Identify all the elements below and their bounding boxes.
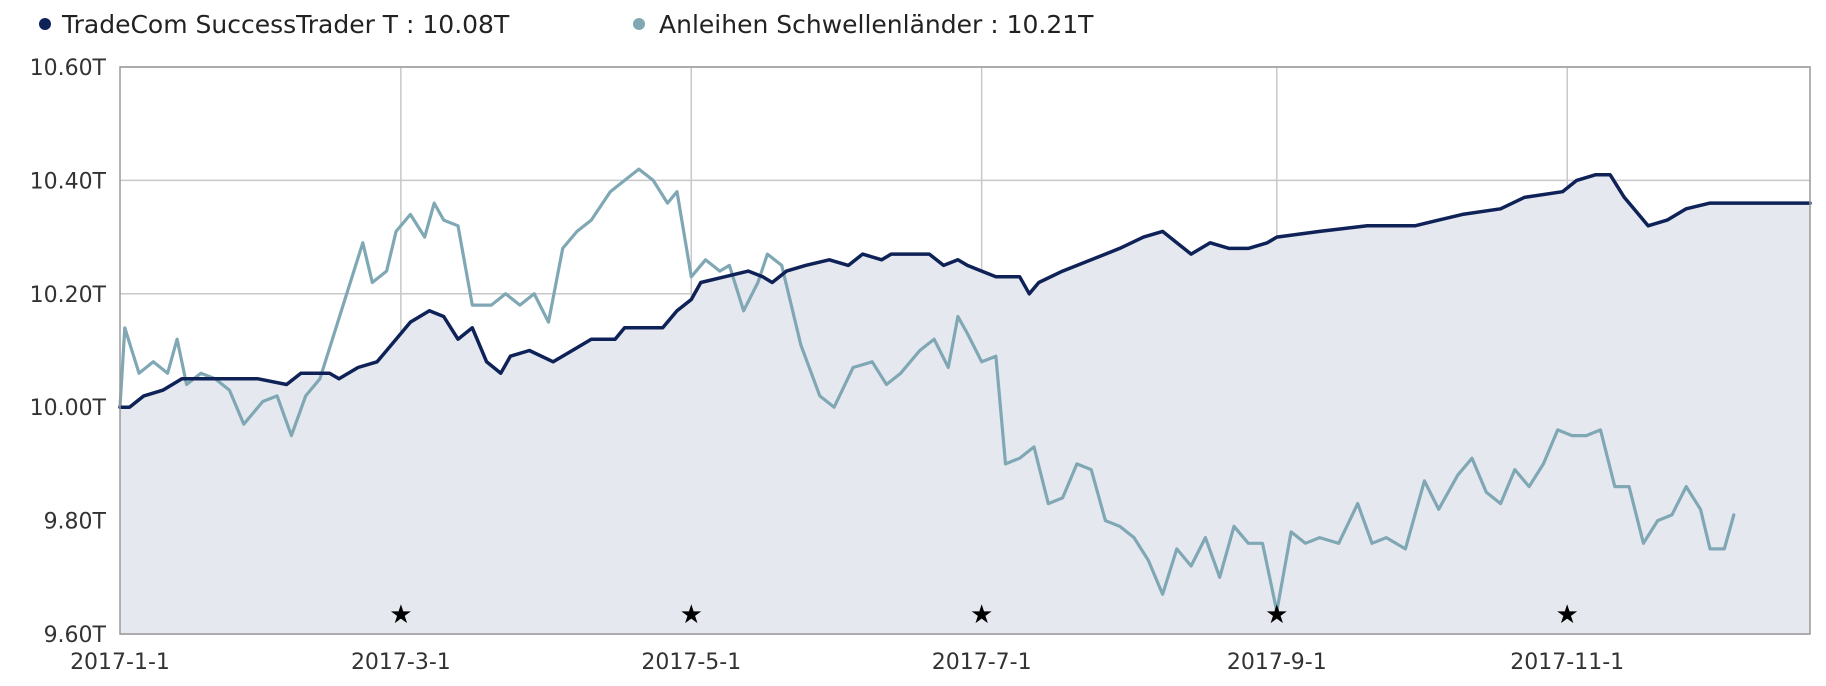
legend: TradeCom SuccessTrader T : 10.08T Anleih… bbox=[39, 10, 1094, 39]
y-tick-label-4: 9.80T bbox=[44, 510, 107, 535]
legend-item-tradecom[interactable]: TradeCom SuccessTrader T : 10.08T bbox=[39, 10, 510, 39]
star-marker-2: ★ bbox=[970, 600, 993, 630]
y-axis: 10.60T 10.40T 10.20T 10.00T 9.80T 9.60T bbox=[30, 56, 107, 648]
x-axis: 2017-1-1 2017-3-1 2017-5-1 2017-7-1 2017-9-1… bbox=[70, 650, 1624, 675]
legend-item-anleihen[interactable]: Anleihen Schwellenländer : 10.21T bbox=[633, 10, 1094, 39]
series-area-0 bbox=[120, 174, 1810, 634]
series-line-0 bbox=[118, 172, 1812, 409]
lines-layer bbox=[118, 167, 1812, 613]
area-layer bbox=[120, 174, 1810, 634]
y-tick-label-1: 10.40T bbox=[30, 169, 107, 194]
event-markers: ★ ★ ★ ★ ★ bbox=[389, 600, 1579, 630]
plot-frame bbox=[119, 66, 1811, 635]
y-tick-label-2: 10.20T bbox=[30, 283, 107, 308]
y-tick-label-3: 10.00T bbox=[30, 396, 107, 421]
legend-label-tradecom: TradeCom SuccessTrader T : 10.08T bbox=[61, 10, 510, 39]
star-marker-0: ★ bbox=[389, 600, 412, 630]
x-tick-label-0: 2017-1-1 bbox=[70, 650, 170, 675]
y-tick-label-0: 10.60T bbox=[30, 56, 107, 81]
legend-marker-anleihen bbox=[633, 18, 645, 30]
star-marker-4: ★ bbox=[1556, 600, 1579, 630]
star-marker-1: ★ bbox=[680, 600, 703, 630]
x-tick-label-1: 2017-3-1 bbox=[351, 650, 451, 675]
x-tick-label-3: 2017-7-1 bbox=[932, 650, 1032, 675]
legend-marker-tradecom bbox=[39, 18, 51, 30]
legend-label-anleihen: Anleihen Schwellenländer : 10.21T bbox=[659, 10, 1094, 39]
star-marker-3: ★ bbox=[1265, 600, 1288, 630]
series-line-1 bbox=[118, 167, 1736, 613]
x-tick-label-2: 2017-5-1 bbox=[641, 650, 741, 675]
x-tick-label-4: 2017-9-1 bbox=[1227, 650, 1327, 675]
x-tick-label-5: 2017-11-1 bbox=[1510, 650, 1624, 675]
y-tick-label-5: 9.60T bbox=[44, 623, 107, 648]
